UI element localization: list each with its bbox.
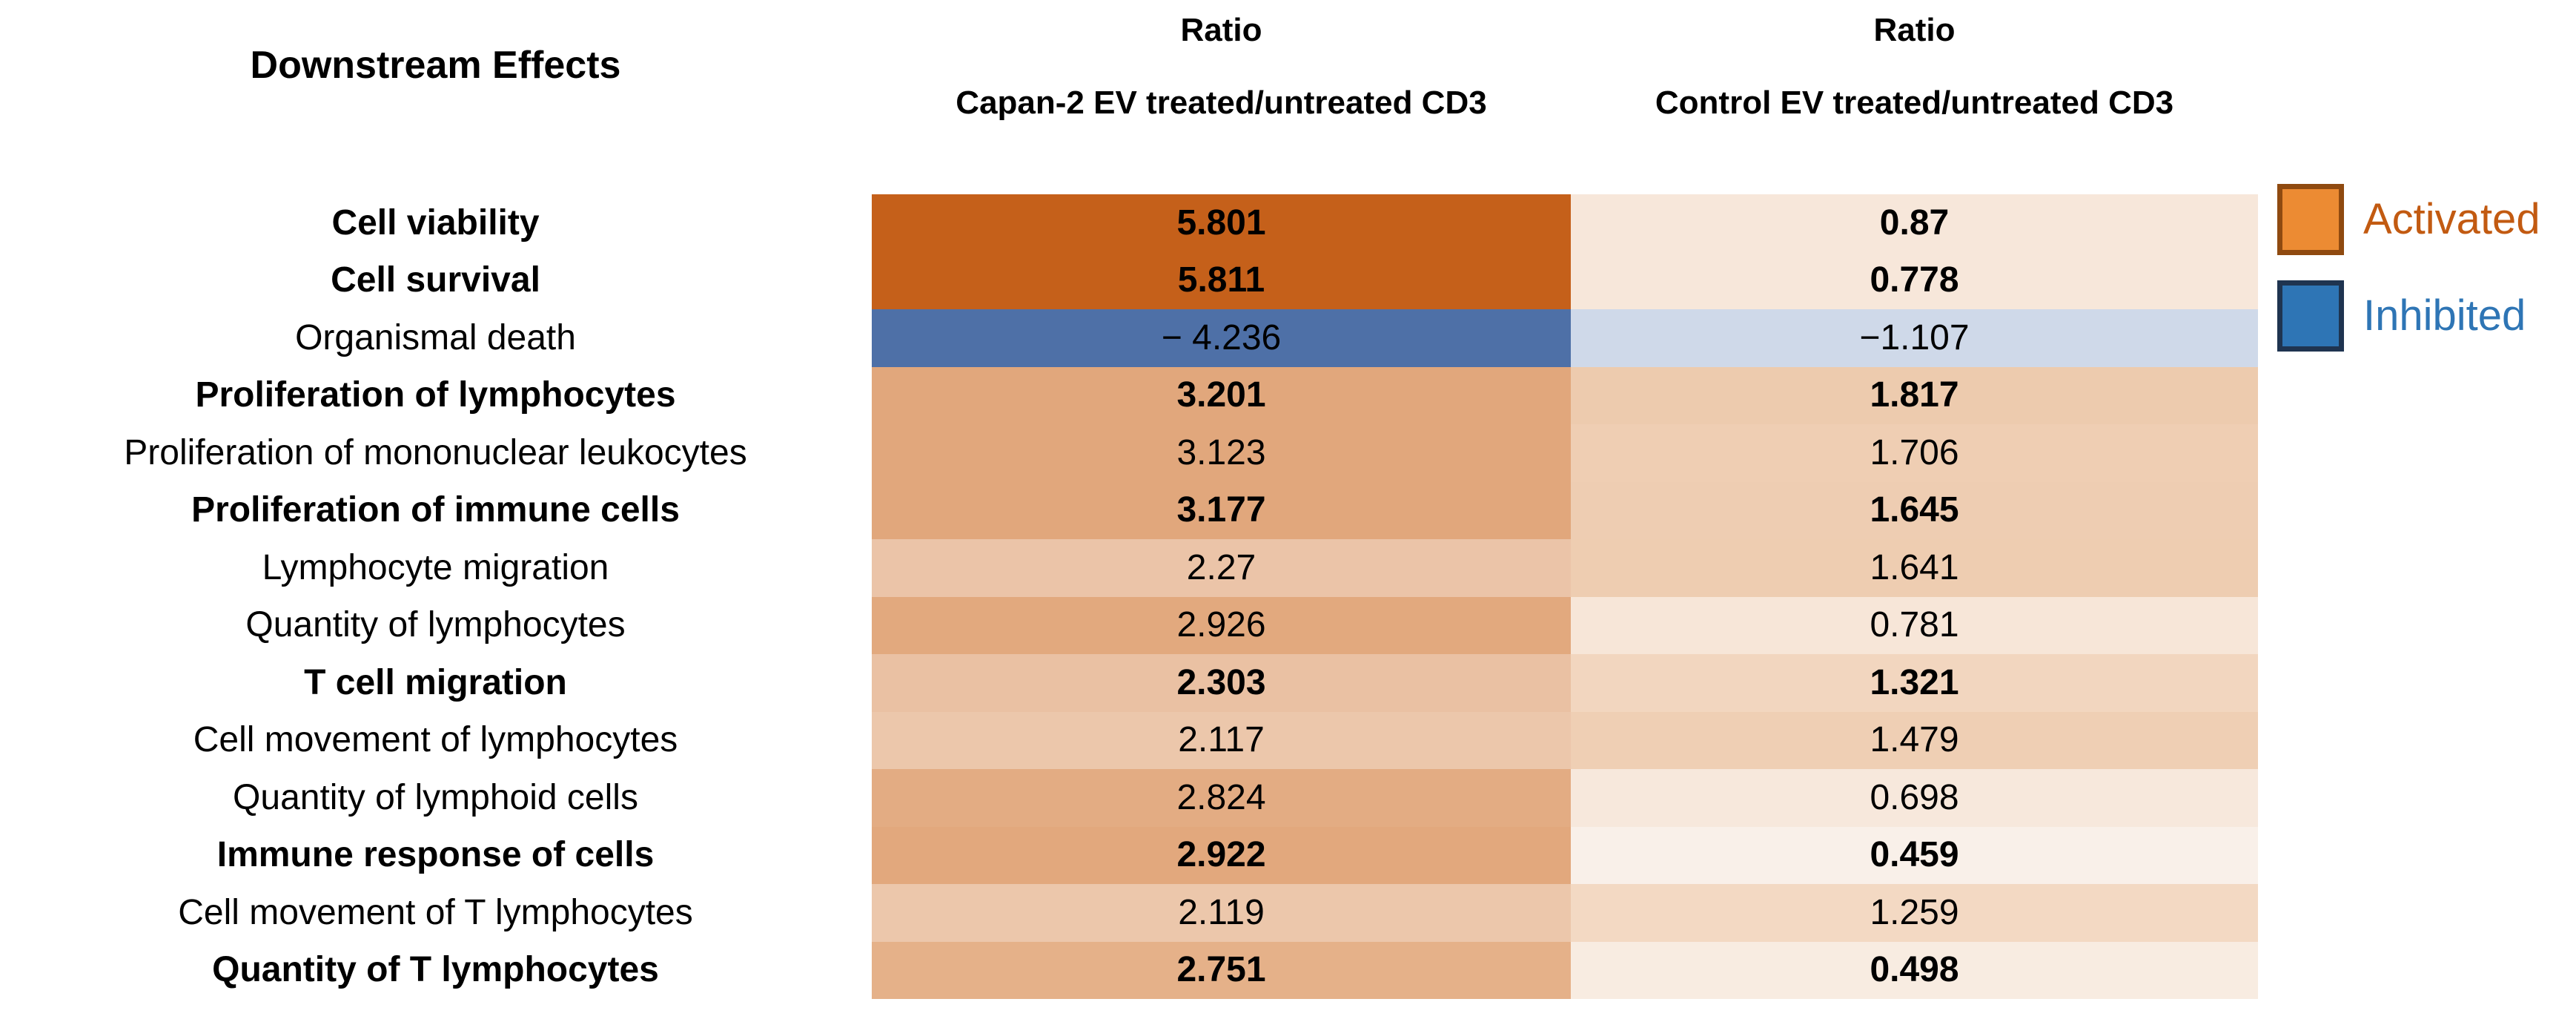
capan2-value-cell: 3.177 xyxy=(872,481,1571,539)
capan2-value-cell: − 4.236 xyxy=(872,309,1571,367)
heatmap-row: Quantity of lymphoid cells 2.824 0.698 xyxy=(0,769,2576,827)
capan2-value-cell: 2.922 xyxy=(872,826,1571,884)
heatmap-row: Quantity of lymphocytes 2.926 0.781 xyxy=(0,596,2576,654)
row-label: Lymphocyte migration xyxy=(0,539,871,597)
capan2-value-cell: 2.117 xyxy=(872,711,1571,769)
row-label: Proliferation of immune cells xyxy=(0,481,871,539)
heatmap-row: Proliferation of lymphocytes 3.201 1.817 xyxy=(0,366,2576,424)
control-value-cell: 0.778 xyxy=(1571,251,2258,309)
control-value-cell: 0.498 xyxy=(1571,941,2258,999)
row-label: Quantity of lymphoid cells xyxy=(0,769,871,827)
capan2-value-cell: 2.303 xyxy=(872,654,1571,712)
heatmap-row: T cell migration 2.303 1.321 xyxy=(0,654,2576,712)
control-value-cell: −1.107 xyxy=(1571,309,2258,367)
capan2-value-cell: 2.926 xyxy=(872,596,1571,654)
row-label: Proliferation of mononuclear leukocytes xyxy=(0,424,871,482)
row-label: Cell survival xyxy=(0,251,871,309)
heatmap-row: Cell viability 5.801 0.87 xyxy=(0,194,2576,252)
capan2-value-cell: 3.123 xyxy=(872,424,1571,482)
capan2-value-cell: 2.27 xyxy=(872,539,1571,597)
row-label-column-title: Downstream Effects xyxy=(250,44,621,87)
heatmap-row: Proliferation of immune cells 3.177 1.645 xyxy=(0,481,2576,539)
control-value-cell: 0.459 xyxy=(1571,826,2258,884)
capan2-value-cell: 2.751 xyxy=(872,941,1571,999)
capan2-value-cell: 3.201 xyxy=(872,366,1571,424)
heatmap-row: Cell movement of T lymphocytes 2.119 1.259 xyxy=(0,884,2576,942)
heatmap-body: Cell viability 5.801 0.87 Cell survival 5.81… xyxy=(0,194,2576,999)
control-value-cell: 1.321 xyxy=(1571,654,2258,712)
control-column-subtitle: Control EV treated/untreated CD3 xyxy=(1655,85,2174,121)
capan2-column-subtitle: Capan-2 EV treated/untreated CD3 xyxy=(956,85,1487,121)
row-label: Quantity of lymphocytes xyxy=(0,596,871,654)
heatmap-row: Lymphocyte migration 2.27 1.641 xyxy=(0,539,2576,597)
capan2-value-cell: 5.801 xyxy=(872,194,1571,252)
control-value-cell: 1.479 xyxy=(1571,711,2258,769)
row-label: Immune response of cells xyxy=(0,826,871,884)
control-value-cell: 0.698 xyxy=(1571,769,2258,827)
row-label: Organismal death xyxy=(0,309,871,367)
heatmap-row: Organismal death − 4.236 −1.107 xyxy=(0,309,2576,367)
inhibited-label: Inhibited xyxy=(2363,291,2526,340)
heatmap-row: Quantity of T lymphocytes 2.751 0.498 xyxy=(0,941,2576,999)
activated-swatch-icon xyxy=(2277,184,2344,255)
control-column-title: Ratio xyxy=(1873,12,1956,48)
row-label: Cell viability xyxy=(0,194,871,252)
control-value-cell: 0.87 xyxy=(1571,194,2258,252)
control-value-cell: 1.259 xyxy=(1571,884,2258,942)
control-value-cell: 1.641 xyxy=(1571,539,2258,597)
capan2-value-cell: 2.119 xyxy=(872,884,1571,942)
control-value-cell: 1.645 xyxy=(1571,481,2258,539)
control-value-cell: 1.817 xyxy=(1571,366,2258,424)
heatmap-row: Cell movement of lymphocytes 2.117 1.479 xyxy=(0,711,2576,769)
activated-label: Activated xyxy=(2363,195,2540,243)
row-label: Cell movement of T lymphocytes xyxy=(0,884,871,942)
heatmap-row: Cell survival 5.811 0.778 xyxy=(0,251,2576,309)
inhibited-swatch-icon xyxy=(2277,280,2344,352)
capan2-column-title: Ratio xyxy=(1180,12,1262,48)
row-label: Proliferation of lymphocytes xyxy=(0,366,871,424)
control-value-cell: 0.781 xyxy=(1571,596,2258,654)
capan2-value-cell: 2.824 xyxy=(872,769,1571,827)
control-value-cell: 1.706 xyxy=(1571,424,2258,482)
row-label: T cell migration xyxy=(0,654,871,712)
legend-item-activated: Activated xyxy=(2277,184,2540,255)
row-label: Quantity of T lymphocytes xyxy=(0,941,871,999)
capan2-value-cell: 5.811 xyxy=(872,251,1571,309)
row-label: Cell movement of lymphocytes xyxy=(0,711,871,769)
heatmap-row: Immune response of cells 2.922 0.459 xyxy=(0,826,2576,884)
heatmap-row: Proliferation of mononuclear leukocytes 3… xyxy=(0,424,2576,482)
legend-item-inhibited: Inhibited xyxy=(2277,280,2526,352)
